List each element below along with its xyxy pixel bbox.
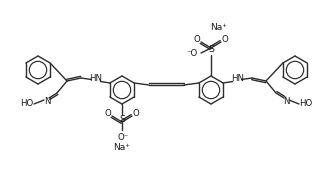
Text: O: O bbox=[133, 108, 140, 117]
Text: HO: HO bbox=[299, 100, 313, 108]
Text: S: S bbox=[119, 115, 125, 125]
Text: Na⁺: Na⁺ bbox=[210, 23, 227, 32]
Text: ⁻O: ⁻O bbox=[186, 49, 197, 57]
Text: Na⁺: Na⁺ bbox=[114, 143, 131, 152]
Text: HN: HN bbox=[231, 74, 244, 83]
Text: O: O bbox=[105, 108, 111, 117]
Text: N: N bbox=[283, 96, 289, 105]
Text: HO: HO bbox=[20, 100, 34, 108]
Text: O⁻: O⁻ bbox=[117, 132, 129, 141]
Text: S: S bbox=[208, 45, 214, 54]
Text: O: O bbox=[222, 34, 228, 43]
Text: O: O bbox=[193, 34, 200, 43]
Text: N: N bbox=[44, 96, 50, 105]
Text: HN: HN bbox=[89, 74, 102, 83]
